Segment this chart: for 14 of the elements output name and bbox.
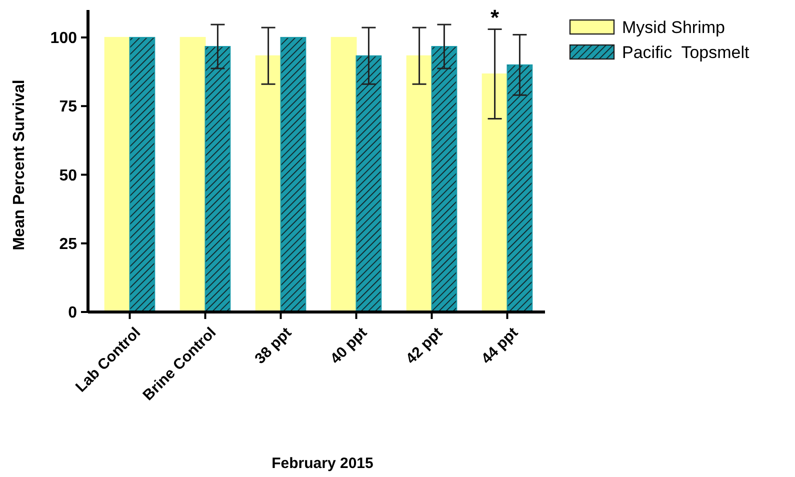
x-tick-label: 44 ppt — [478, 324, 522, 368]
annotation: * — [490, 5, 500, 30]
y-tick-label: 0 — [68, 304, 78, 322]
x-tick-label: 42 ppt — [402, 324, 446, 368]
legend-label: Mysid Shrimp — [622, 18, 725, 37]
y-tick-label: 75 — [59, 98, 78, 116]
y-tick-label: 25 — [59, 236, 78, 253]
x-axis-title: February 2015 — [272, 455, 374, 472]
y-tick-label: 50 — [59, 167, 78, 184]
y-axis-title: Mean Percent Survival — [11, 80, 28, 250]
legend-label: Pacific Topsmelt — [622, 42, 750, 62]
x-tick-label: 40 ppt — [327, 324, 371, 368]
x-tick-label: 38 ppt — [252, 324, 296, 368]
y-tick-label: 100 — [50, 30, 78, 48]
